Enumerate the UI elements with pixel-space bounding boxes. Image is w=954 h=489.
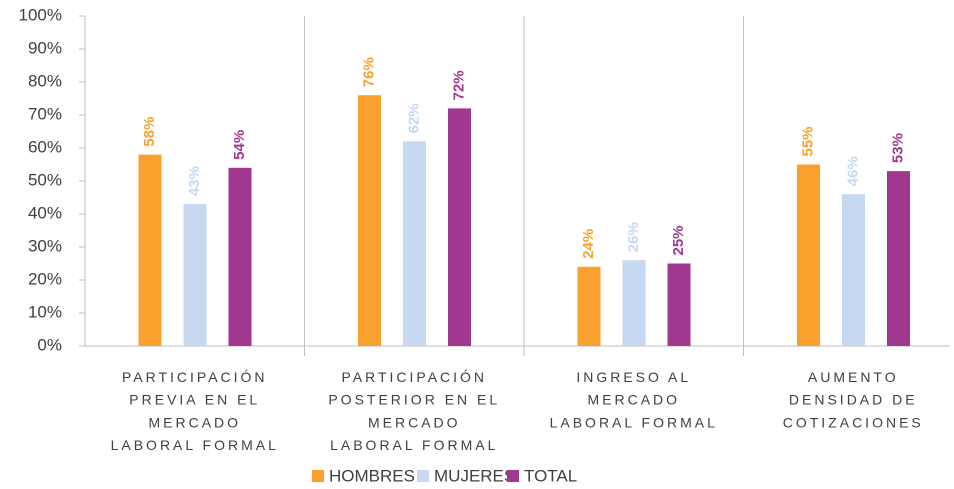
legend-swatch xyxy=(417,470,429,482)
value-label: 62% xyxy=(405,103,422,133)
x-tick-label: PARTICIPACIÓN PREVIA EN EL MERCADO LABORAL … xyxy=(111,369,279,453)
x-tick-label-line: MERCADO xyxy=(368,414,461,430)
y-tick-label: 100% xyxy=(19,5,62,24)
bar xyxy=(842,194,865,346)
value-label: 54% xyxy=(231,130,248,160)
y-tick-label: 10% xyxy=(28,302,62,321)
value-label: 46% xyxy=(844,156,861,186)
value-label: 76% xyxy=(360,57,377,87)
value-label: 72% xyxy=(450,70,467,100)
x-tick-label-line: LABORAL FORMAL xyxy=(111,437,279,453)
bar xyxy=(228,167,252,346)
value-label: 58% xyxy=(141,117,158,147)
x-tick-label-line: PREVIA EN EL xyxy=(129,391,260,407)
x-tick-label-line: AUMENTO xyxy=(808,369,899,385)
value-label: 26% xyxy=(625,222,642,252)
bar xyxy=(887,171,910,346)
value-label: 25% xyxy=(670,225,687,255)
legend-label: MUJERES xyxy=(434,466,515,485)
x-tick-label: INGRESO AL MERCADO LABORAL FORMAL xyxy=(550,369,718,430)
bar xyxy=(403,141,426,346)
legend-swatch xyxy=(312,470,324,482)
x-tick-label-line: INGRESO AL xyxy=(576,369,691,385)
bar xyxy=(183,204,207,346)
x-tick-label-line: MERCADO xyxy=(148,414,241,430)
x-tick-label-line: PARTICIPACIÓN xyxy=(122,369,268,385)
y-tick-label: 40% xyxy=(28,203,62,222)
bar xyxy=(358,95,381,346)
y-tick-label: 60% xyxy=(28,137,62,156)
value-label: 24% xyxy=(580,229,597,259)
y-tick-label: 50% xyxy=(28,170,62,189)
y-tick-label: 20% xyxy=(28,269,62,288)
legend-label: HOMBRES xyxy=(329,466,415,485)
x-tick-label: PARTICIPACIÓN POSTERIOR EN EL MERCADO LABOR… xyxy=(328,369,500,453)
value-label: 43% xyxy=(186,166,203,196)
legend-label: TOTAL xyxy=(524,466,577,485)
value-label: 55% xyxy=(799,126,816,156)
bar xyxy=(622,260,646,346)
bar xyxy=(797,164,820,346)
x-tick-label-line: COTIZACIONES xyxy=(783,414,924,430)
x-tick-label-line: MERCADO xyxy=(587,391,680,407)
bar xyxy=(667,263,691,346)
y-tick-label: 0% xyxy=(37,335,62,354)
x-tick-label-line: PARTICIPACIÓN xyxy=(341,369,487,385)
value-label: 53% xyxy=(889,133,906,163)
bar xyxy=(138,154,162,346)
bar xyxy=(448,108,471,347)
x-tick-label-line: DENSIDAD DE xyxy=(789,391,918,407)
y-tick-label: 30% xyxy=(28,236,62,255)
x-tick-label-line: POSTERIOR EN EL xyxy=(328,391,500,407)
x-tick-label: AUMENTO DENSIDAD DE COTIZACIONES xyxy=(783,369,924,430)
y-tick-label: 70% xyxy=(28,104,62,123)
legend-swatch xyxy=(507,470,519,482)
y-tick-label: 80% xyxy=(28,71,62,90)
y-tick-label: 90% xyxy=(28,38,62,57)
bar xyxy=(577,266,601,346)
x-tick-label-line: LABORAL FORMAL xyxy=(330,437,498,453)
x-tick-label-line: LABORAL FORMAL xyxy=(550,414,718,430)
